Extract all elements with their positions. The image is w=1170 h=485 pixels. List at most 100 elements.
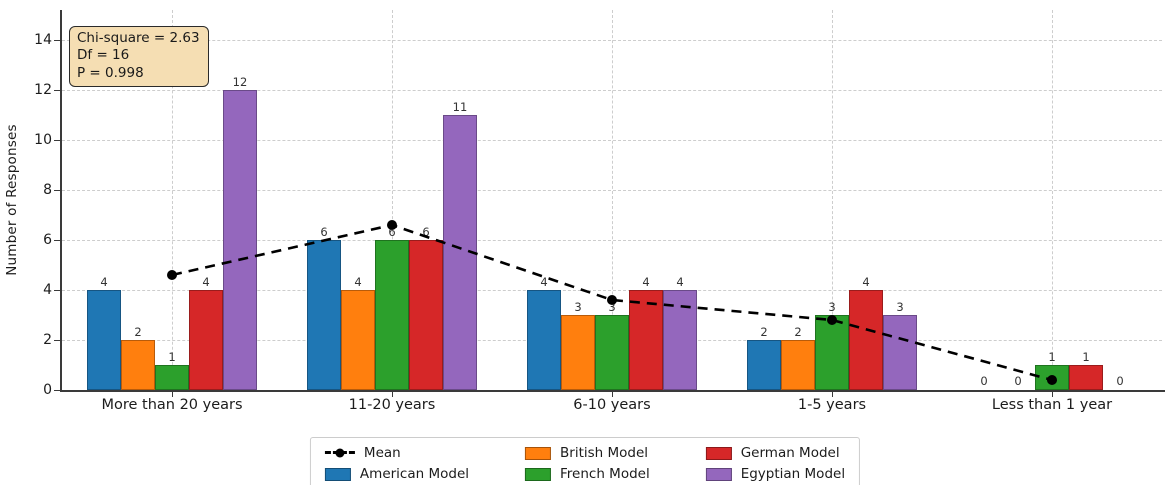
legend-swatch-icon — [525, 467, 552, 481]
legend-column: German Model Egyptian Model — [705, 445, 845, 482]
x-tick-label: 6-10 years — [573, 397, 651, 413]
bar-german-model: 4 — [849, 275, 883, 390]
legend-swatch-icon — [525, 446, 552, 460]
legend-item-american-model: American Model — [324, 466, 470, 482]
bar-value-label: 1 — [1082, 350, 1090, 364]
y-tick-label: 14 — [34, 32, 52, 48]
v-gridline — [392, 10, 393, 390]
bar-value-label: 4 — [354, 275, 362, 289]
y-tick-mark — [54, 140, 60, 141]
bar-british-model: 2 — [121, 325, 155, 390]
bar-french-model: 3 — [595, 300, 629, 390]
mean-marker — [167, 270, 177, 280]
bar-value-label: 2 — [794, 325, 802, 339]
bar-group: 0 0 1 1 0 — [942, 10, 1162, 390]
bar-value-label: 0 — [1116, 374, 1124, 388]
y-tick-label: 12 — [34, 82, 52, 98]
bar-egyptian-model: 4 — [663, 275, 697, 390]
y-tick-mark — [54, 90, 60, 91]
bar-value-label: 0 — [980, 374, 988, 388]
annotation-line-p: P = 0.998 — [77, 64, 144, 81]
bar-german-model: 1 — [1069, 350, 1103, 390]
bar-british-model: 4 — [341, 275, 375, 390]
v-gridline — [172, 10, 173, 390]
legend-label: German Model — [740, 445, 840, 461]
bar-value-label: 1 — [168, 350, 176, 364]
x-tick-mark — [832, 392, 833, 397]
bar-group: 2 2 3 4 3 — [722, 10, 942, 390]
bar-american-model: 6 — [307, 225, 341, 390]
y-tick-label: 2 — [43, 332, 52, 348]
mean-marker — [387, 220, 397, 230]
bar-german-model: 6 — [409, 225, 443, 390]
x-tick-mark — [392, 392, 393, 397]
bar-british-model: 2 — [781, 325, 815, 390]
bar-french-model: 1 — [155, 350, 189, 390]
x-tick-mark — [172, 392, 173, 397]
legend-item-mean: Mean — [324, 445, 469, 461]
bar-egyptian-model: 3 — [883, 300, 917, 390]
legend-column: British Model French Model — [525, 445, 650, 482]
legend-label: British Model — [560, 445, 649, 461]
y-tick-mark — [54, 190, 60, 191]
x-tick-label: 1-5 years — [797, 397, 867, 413]
bar-value-label: 2 — [760, 325, 768, 339]
bar-value-label: 4 — [642, 275, 650, 289]
bar-german-model: 4 — [629, 275, 663, 390]
bar-group: 6 4 6 6 11 — [282, 10, 502, 390]
bar-value-label: 6 — [388, 225, 396, 239]
bar-value-label: 0 — [1014, 374, 1022, 388]
legend-item-french-model: French Model — [525, 466, 650, 482]
mean-marker — [1047, 375, 1057, 385]
x-tick-mark — [1052, 392, 1053, 397]
bar-american-model: 4 — [87, 275, 121, 390]
bar-value-label: 3 — [574, 300, 582, 314]
bar-american-model: 4 — [527, 275, 561, 390]
y-tick-label: 8 — [43, 182, 52, 198]
y-axis-spine — [60, 10, 62, 392]
legend-label: Mean — [363, 445, 401, 461]
bar-value-label: 1 — [1048, 350, 1056, 364]
y-tick-mark — [54, 340, 60, 341]
bar-value-label: 3 — [828, 300, 836, 314]
mean-marker — [827, 315, 837, 325]
annotation-line-df: Df = 16 — [77, 47, 130, 64]
bar-french-model: 3 — [815, 300, 849, 390]
y-tick-mark — [54, 40, 60, 41]
bar-french-model: 6 — [375, 225, 409, 390]
bar-value-label: 4 — [862, 275, 870, 289]
bar-value-label: 4 — [100, 275, 108, 289]
x-tick-label: Less than 1 year — [991, 397, 1113, 413]
v-gridline — [612, 10, 613, 390]
x-tick-mark — [612, 392, 613, 397]
bar-group: 4 2 1 4 12 — [62, 10, 282, 390]
bar-american-model: 2 — [747, 325, 781, 390]
bar-value-label: 3 — [608, 300, 616, 314]
mean-line-swatch-icon — [324, 446, 355, 460]
plot-area: 4 2 1 4 12 6 4 6 6 11 4 3 3 4 4 2 2 3 4 3 0 0 1 1 0 Chi-square =… — [62, 10, 1162, 390]
y-tick-mark — [54, 240, 60, 241]
stats-annotation-box: Chi-square = 2.63 Df = 16 P = 0.998 — [69, 26, 209, 87]
legend-column: Mean American Model — [324, 445, 470, 482]
mean-line — [167, 220, 1057, 385]
bar-german-model: 4 — [189, 275, 223, 390]
mean-marker — [607, 295, 617, 305]
legend-item-egyptian-model: Egyptian Model — [705, 466, 845, 482]
v-gridline — [832, 10, 833, 390]
bar-value-label: 6 — [320, 225, 328, 239]
bar-british-model: 3 — [561, 300, 595, 390]
legend: Mean American Model British Model French Mo… — [309, 437, 861, 485]
bar-value-label: 12 — [232, 75, 248, 89]
y-tick-label: 4 — [43, 282, 52, 298]
legend-label: French Model — [560, 466, 650, 482]
x-tick-label: More than 20 years — [101, 397, 243, 413]
legend-swatch-icon — [324, 467, 351, 481]
y-tick-label: 10 — [34, 132, 52, 148]
legend-item-british-model: British Model — [525, 445, 650, 461]
y-tick-label: 6 — [43, 232, 52, 248]
x-tick-label: 11-20 years — [348, 397, 436, 413]
legend-label: American Model — [359, 466, 470, 482]
bar-value-label: 11 — [452, 100, 468, 114]
bar-value-label: 2 — [134, 325, 142, 339]
